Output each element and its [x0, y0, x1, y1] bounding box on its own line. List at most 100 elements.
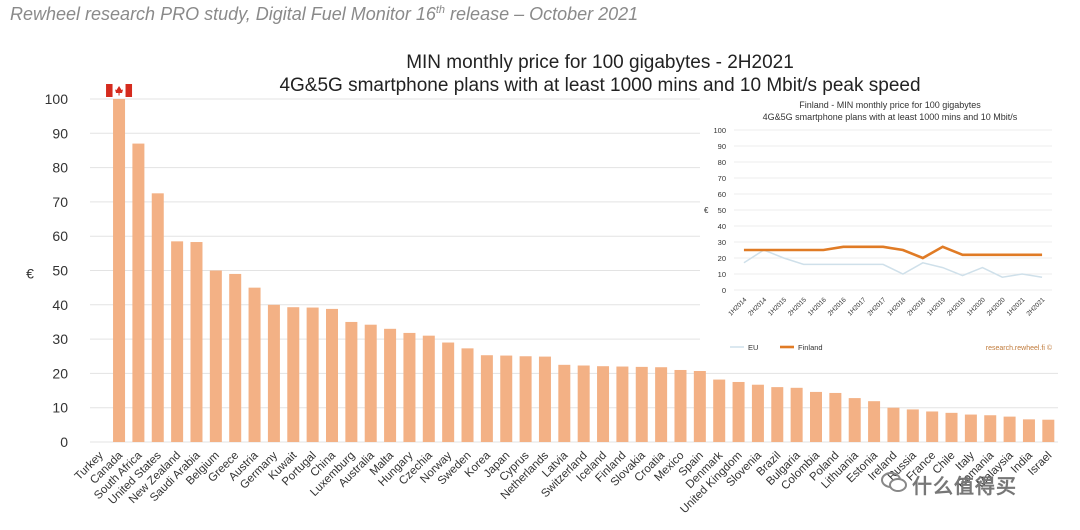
series-line-eu [743, 249, 1043, 278]
bar [984, 415, 997, 442]
bar [713, 379, 726, 442]
legend-label: Finland [798, 343, 823, 352]
series-line-finland [743, 245, 1043, 260]
bar [113, 99, 126, 442]
bar [132, 143, 145, 442]
bar [248, 287, 261, 442]
inset-x-tick-label: 2H2019 [946, 296, 967, 317]
inset-x-tick-label: 1H2021 [1006, 296, 1027, 317]
bar [732, 381, 745, 442]
bar [945, 412, 958, 442]
inset-x-tick-label: 2H2020 [986, 296, 1007, 317]
inset-y-tick-label: 40 [718, 222, 726, 231]
bar [887, 407, 900, 442]
y-tick-label: 20 [52, 365, 68, 381]
bar [190, 242, 203, 442]
inset-y-tick-label: 80 [718, 158, 726, 167]
bar [306, 307, 319, 442]
bar [558, 364, 571, 442]
bar [829, 392, 842, 442]
inset-y-tick-label: 0 [722, 286, 726, 295]
inset-x-tick-label: 1H2015 [767, 296, 788, 317]
finland-inset-chart: Finland - MIN monthly price for 100 giga… [700, 96, 1060, 358]
bar [500, 355, 513, 442]
y-tick-label: 0 [60, 434, 68, 450]
flag-band-right [125, 84, 133, 97]
y-tick-label: 30 [52, 331, 68, 347]
bar [1003, 416, 1016, 442]
bar [926, 411, 939, 442]
y-tick-label: 90 [52, 125, 68, 141]
inset-x-tick-label: 1H2016 [807, 296, 828, 317]
inset-x-tick-label: 1H2018 [886, 296, 907, 317]
inset-y-tick-label: 30 [718, 238, 726, 247]
inset-x-tick-label: 2H2016 [827, 296, 848, 317]
bar [229, 273, 242, 442]
inset-x-tick-label: 1H2019 [926, 296, 947, 317]
inset-x-tick-label: 2H2017 [866, 296, 887, 317]
bar [577, 365, 590, 442]
bar [655, 367, 668, 442]
inset-x-tick-label: 1H2020 [966, 296, 987, 317]
bar [674, 369, 687, 442]
inset-y-axis-label: € [704, 206, 709, 215]
bar [635, 366, 648, 442]
chart-title: MIN monthly price for 100 gigabytes - 2H… [406, 52, 794, 73]
flag-band-left [106, 84, 113, 97]
bar [209, 270, 222, 442]
bar [480, 355, 493, 442]
bar [384, 328, 397, 442]
bar [1022, 419, 1035, 442]
header-tail: release – October 2021 [445, 4, 639, 24]
inset-y-tick-label: 20 [718, 254, 726, 263]
bar [151, 193, 164, 442]
bar [442, 342, 455, 442]
report-header: Rewheel research PRO study, Digital Fuel… [10, 4, 638, 25]
bar [1042, 419, 1055, 442]
bar [422, 335, 435, 442]
bar [751, 384, 764, 442]
bar [538, 356, 551, 442]
y-axis-label: € [26, 266, 34, 282]
bar [171, 241, 184, 442]
inset-x-tick-label: 2H2018 [906, 296, 927, 317]
inset-y-tick-label: 10 [718, 270, 726, 279]
bar [790, 387, 803, 442]
bar [868, 401, 881, 442]
watermark-text: 什么值得买 [912, 476, 1017, 498]
inset-y-tick-label: 100 [713, 126, 726, 135]
bar [597, 366, 610, 442]
y-tick-label: 40 [52, 297, 68, 313]
bar [616, 366, 629, 442]
bar [345, 321, 358, 442]
inset-x-tick-label: 1H2017 [847, 296, 868, 317]
bar [519, 356, 532, 442]
bar [771, 387, 784, 442]
bar [403, 332, 416, 442]
chart-subtitle: 4G&5G smartphone plans with at least 100… [279, 75, 921, 96]
y-tick-label: 70 [52, 194, 68, 210]
inset-y-tick-label: 50 [718, 206, 726, 215]
bar [809, 391, 823, 442]
inset-source: research.rewheel.fi © [986, 344, 1053, 352]
y-tick-label: 60 [52, 228, 68, 244]
bar [267, 304, 280, 442]
inset-y-tick-label: 70 [718, 174, 726, 183]
inset-x-tick-label: 2H2015 [787, 296, 808, 317]
header-sup: th [435, 4, 446, 16]
bar [461, 348, 474, 442]
legend-label: EU [748, 343, 758, 352]
inset-subtitle: 4G&5G smartphone plans with at least 100… [763, 112, 1018, 122]
bar [287, 307, 300, 442]
bar [693, 370, 706, 442]
maple-leaf [115, 86, 124, 96]
inset-x-tick-label: 2H2014 [747, 296, 768, 317]
inset-line-chart: Finland - MIN monthly price for 100 giga… [704, 100, 1053, 352]
y-tick-label: 50 [52, 263, 68, 279]
bar [325, 308, 339, 442]
bar [848, 398, 861, 442]
inset-y-tick-label: 60 [718, 190, 726, 199]
wechat-icon [881, 472, 907, 492]
y-tick-label: 10 [52, 400, 68, 416]
